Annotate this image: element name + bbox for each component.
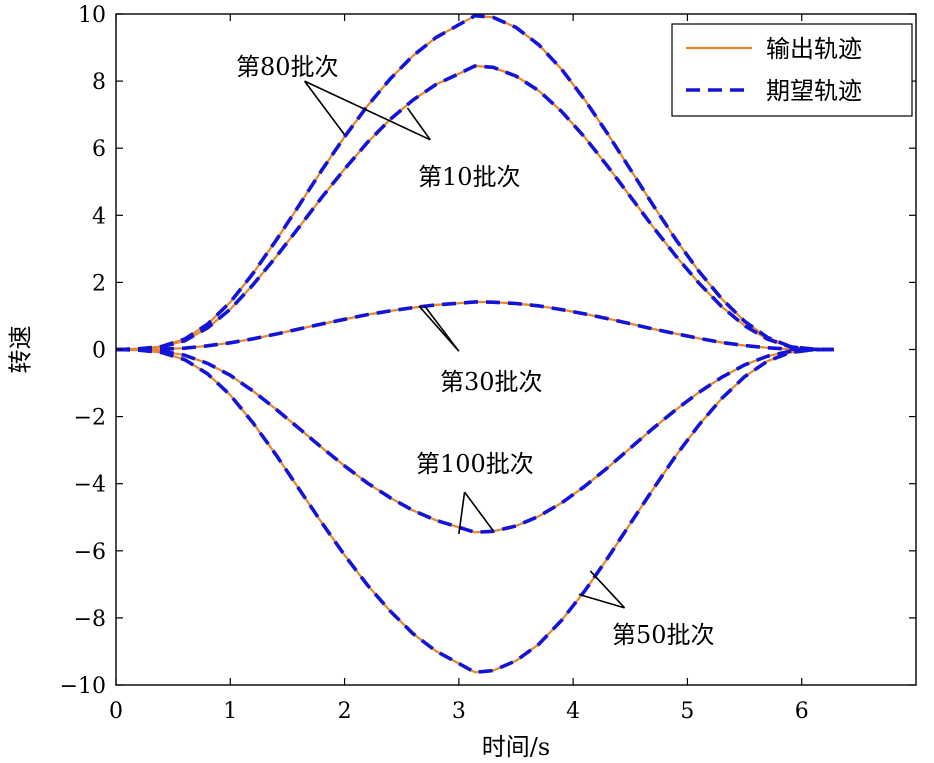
annotation-pointer [578, 593, 625, 609]
x-tick-label: 4 [566, 699, 580, 724]
legend-label: 输出轨迹 [766, 35, 862, 63]
y-tick-label: 4 [92, 204, 106, 229]
x-tick-label: 5 [680, 699, 694, 724]
y-tick-label: −6 [74, 540, 106, 565]
annotation-label: 第30批次 [440, 368, 543, 396]
annotation-label: 第100批次 [416, 450, 534, 478]
x-tick-label: 0 [109, 699, 123, 724]
annotation-label: 第80批次 [236, 53, 339, 81]
y-tick-label: 8 [92, 70, 106, 95]
expected-line-0 [115, 13, 834, 352]
axis-ticks: 0 1 2 3 4 5 6 −10 −8 −6 −4 −2 0 2 4 6 8 10 [60, 3, 916, 724]
x-axis-label: 时间/s [482, 733, 550, 761]
annotation-pointer [463, 491, 494, 532]
x-tick-label: 2 [338, 699, 352, 724]
expected-line-1 [115, 64, 834, 352]
annotation-pointer [406, 107, 431, 141]
annotation-pointer [303, 80, 346, 136]
y-tick-label: −4 [74, 473, 106, 498]
y-tick-label: −2 [74, 406, 106, 431]
legend-label: 期望轨迹 [766, 77, 862, 105]
annotation-label: 第10批次 [418, 163, 521, 191]
annotation-pointer [458, 491, 466, 535]
y-tick-label: 6 [92, 137, 106, 162]
y-axis-label: 转速 [7, 326, 35, 374]
legend-box [671, 23, 913, 117]
expected-line-2 [116, 300, 834, 352]
y-tick-label: 2 [92, 271, 106, 296]
y-tick-label: 10 [78, 3, 106, 28]
output-line-3 [115, 348, 834, 534]
annotation-label: 第50批次 [612, 621, 715, 649]
expected-line-4 [115, 347, 834, 675]
annotation-pointer [423, 305, 460, 352]
annotation-pointer [589, 570, 626, 609]
y-tick-label: −10 [60, 674, 106, 699]
y-tick-label: 0 [92, 339, 106, 364]
x-tick-label: 3 [452, 699, 466, 724]
annotation-pointer [304, 80, 431, 141]
y-tick-label: −8 [74, 607, 106, 632]
plot-area [115, 13, 834, 675]
x-tick-label: 1 [223, 699, 237, 724]
x-tick-label: 6 [795, 699, 809, 724]
